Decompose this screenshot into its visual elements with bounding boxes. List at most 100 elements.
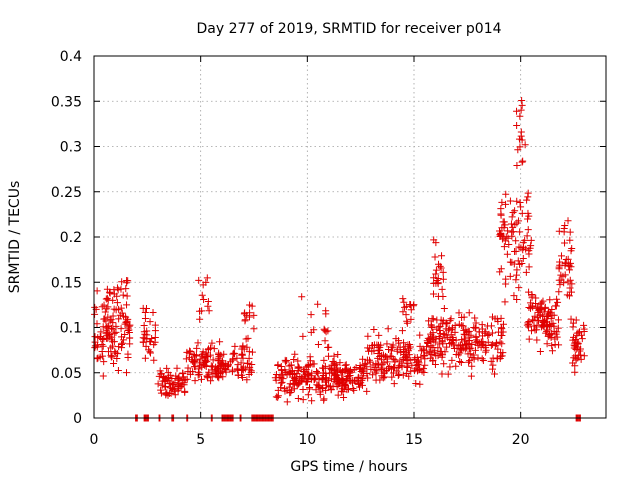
- data-point: [350, 386, 358, 394]
- x-tick-label: 0: [90, 432, 99, 448]
- data-point: [498, 332, 506, 340]
- data-point: [489, 365, 497, 373]
- data-point: [548, 342, 556, 350]
- data-point: [160, 374, 168, 382]
- data-point: [562, 255, 570, 263]
- data-point: [538, 299, 546, 307]
- data-point: [434, 275, 442, 283]
- data-point: [213, 365, 221, 373]
- data-point: [145, 346, 153, 354]
- data-point: [475, 328, 483, 336]
- data-point: [395, 370, 403, 378]
- data-point: [432, 266, 440, 274]
- data-point: [466, 357, 474, 365]
- data-point: [438, 337, 446, 345]
- data-point: [383, 353, 391, 361]
- data-point: [205, 307, 213, 315]
- data-point: [282, 358, 290, 366]
- data-point: [320, 356, 328, 364]
- data-point: [141, 308, 149, 316]
- data-point: [502, 280, 510, 288]
- data-point: [338, 376, 346, 384]
- data-point: [363, 387, 371, 395]
- data-point: [349, 385, 357, 393]
- data-point: [525, 263, 533, 271]
- data-point: [309, 360, 317, 368]
- data-point: [451, 328, 459, 336]
- data-point: [515, 284, 523, 292]
- data-point: [457, 358, 465, 366]
- data-point: [379, 374, 387, 382]
- data-point: [528, 316, 536, 324]
- data-point: [110, 290, 118, 298]
- data-point: [93, 355, 101, 363]
- data-point: [443, 343, 451, 351]
- data-point: [364, 344, 372, 352]
- data-point: [549, 319, 557, 327]
- data-point: [513, 271, 521, 279]
- data-point: [416, 331, 424, 339]
- data-point: [511, 207, 519, 215]
- data-point: [517, 128, 525, 136]
- data-point: [513, 197, 521, 205]
- data-point: [567, 247, 575, 255]
- data-point: [283, 398, 291, 406]
- data-point: [169, 380, 177, 388]
- data-point: [247, 367, 255, 375]
- data-point: [470, 324, 478, 332]
- data-point: [542, 318, 550, 326]
- data-point: [203, 358, 211, 366]
- data-point: [372, 360, 380, 368]
- data-point: [541, 317, 549, 325]
- data-point: [513, 219, 521, 227]
- data-point: [168, 375, 176, 383]
- data-point: [466, 336, 474, 344]
- data-point: [272, 376, 280, 384]
- data-point: [544, 310, 552, 318]
- grid-lines: [94, 56, 606, 418]
- data-point: [580, 321, 588, 329]
- data-point: [238, 351, 246, 359]
- data-point: [502, 200, 510, 208]
- data-point: [503, 250, 511, 258]
- data-point: [567, 315, 575, 323]
- data-point: [525, 335, 533, 343]
- data-point: [315, 383, 323, 391]
- data-point: [208, 339, 216, 347]
- data-point: [202, 356, 210, 364]
- data-point: [394, 371, 402, 379]
- data-point: [472, 319, 480, 327]
- data-point: [575, 329, 583, 337]
- data-point: [91, 310, 99, 318]
- data-point: [530, 322, 538, 330]
- data-point: [432, 352, 440, 360]
- data-point: [103, 294, 111, 302]
- data-point: [569, 323, 577, 331]
- data-point: [91, 303, 99, 311]
- data-point: [578, 335, 586, 343]
- data-point: [294, 357, 302, 365]
- data-point: [310, 376, 318, 384]
- data-point: [246, 313, 254, 321]
- data-point: [116, 311, 124, 319]
- data-point: [499, 320, 507, 328]
- data-point: [174, 381, 182, 389]
- data-point: [377, 341, 385, 349]
- data-point: [246, 365, 254, 373]
- axis-ticks: [93, 55, 606, 419]
- data-point: [387, 343, 395, 351]
- data-point: [398, 327, 406, 335]
- data-point: [308, 369, 316, 377]
- data-point: [190, 363, 198, 371]
- data-point: [186, 348, 194, 356]
- data-point: [502, 190, 510, 198]
- data-point: [413, 361, 421, 369]
- data-point: [547, 315, 555, 323]
- y-tick-label: 0.1: [60, 321, 82, 337]
- data-point: [193, 344, 201, 352]
- data-point: [395, 337, 403, 345]
- data-point: [404, 341, 412, 349]
- data-point: [277, 374, 285, 382]
- data-point: [407, 367, 415, 375]
- data-point: [318, 364, 326, 372]
